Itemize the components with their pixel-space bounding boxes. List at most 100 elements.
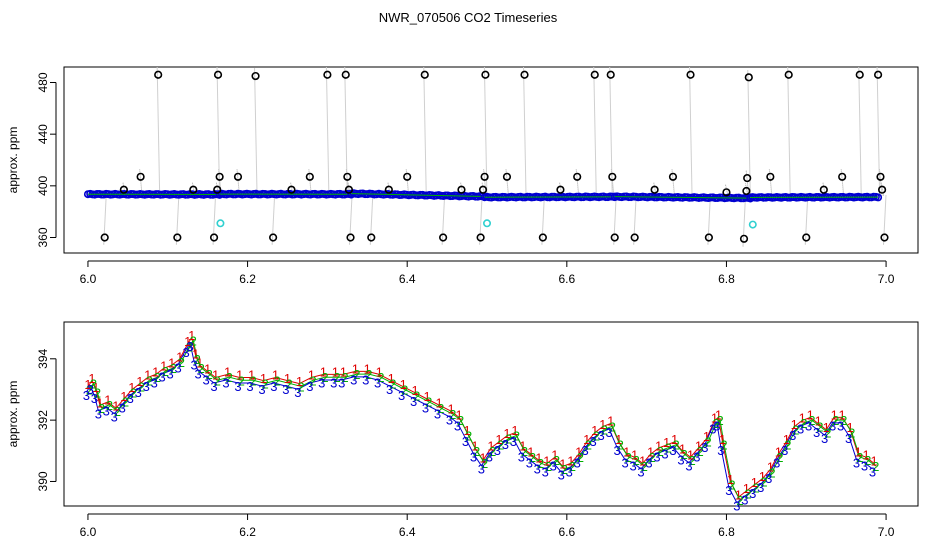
spike-trace bbox=[742, 195, 747, 247]
outlier-point bbox=[650, 185, 659, 194]
series-label-mark: 2 bbox=[553, 453, 560, 468]
series-label-mark: 3 bbox=[797, 422, 804, 437]
series-label-mark: 3 bbox=[510, 434, 517, 449]
series-label-mark: 1 bbox=[96, 395, 103, 410]
series-label-mark: 2 bbox=[720, 438, 727, 453]
series-label-mark: 1 bbox=[639, 454, 646, 469]
series-label-mark: 3 bbox=[202, 373, 209, 388]
series-label-mark: 3 bbox=[701, 440, 708, 455]
outlier-point bbox=[630, 233, 639, 242]
series-label-mark: 1 bbox=[815, 414, 822, 429]
series-label-mark: 3 bbox=[83, 388, 90, 403]
series-label-mark: 2 bbox=[353, 367, 360, 382]
series-label-mark: 3 bbox=[111, 409, 118, 424]
series-label-mark: 3 bbox=[434, 406, 441, 421]
series-label-mark: 2 bbox=[449, 407, 456, 422]
series-label-mark: 1 bbox=[863, 447, 870, 462]
x-tick-label: 6.6 bbox=[558, 272, 575, 286]
series-label-mark: 2 bbox=[138, 379, 145, 394]
series-label-mark: 1 bbox=[791, 417, 798, 432]
outlier-point bbox=[480, 172, 489, 181]
series-label-mark: 1 bbox=[236, 368, 243, 383]
x-tick-label: 6.0 bbox=[80, 272, 97, 286]
series-label-mark: 2 bbox=[377, 370, 384, 385]
x-tick-label: 6.0 bbox=[80, 525, 97, 539]
spike-trace bbox=[479, 195, 483, 246]
series-label-mark: 2 bbox=[186, 340, 193, 355]
series-label-mark: 2 bbox=[190, 333, 197, 348]
series-label-mark: 2 bbox=[154, 370, 161, 385]
series-label-mark: 1 bbox=[160, 359, 167, 374]
y-tick-label: 392 bbox=[36, 410, 50, 430]
outlier-point bbox=[739, 234, 749, 243]
outlier-point bbox=[476, 233, 485, 242]
series-label-mark: 3 bbox=[159, 370, 166, 385]
series-label-mark: 2 bbox=[848, 425, 855, 440]
series-label-mark: 2 bbox=[114, 404, 121, 419]
spike-trace bbox=[483, 66, 488, 196]
plot-frame bbox=[63, 66, 919, 254]
series-label-mark: 3 bbox=[222, 376, 229, 391]
panel-top: 6.0 6.2 6.4 6.6 6.8 7.0 360 400 440 480 approx. pp… bbox=[6, 66, 919, 286]
series-label-mark: 2 bbox=[840, 413, 847, 428]
series-label-mark: 1 bbox=[831, 408, 838, 423]
series-label-mark: 1 bbox=[88, 371, 95, 386]
series-label-mark: 2 bbox=[226, 370, 233, 385]
series-label-mark: 2 bbox=[641, 459, 648, 474]
series-label-mark: 3 bbox=[749, 486, 756, 501]
series-label-mark: 1 bbox=[296, 374, 303, 389]
series-label-mark: 2 bbox=[162, 364, 169, 379]
y-tick-label: 390 bbox=[36, 471, 50, 491]
spike-trace bbox=[745, 170, 750, 196]
series-label-mark: 3 bbox=[853, 455, 860, 470]
series-label-mark: 1 bbox=[495, 432, 502, 447]
series-label-mark: 3 bbox=[629, 459, 636, 474]
series-label-mark: 3 bbox=[318, 376, 325, 391]
series-label-mark: 2 bbox=[808, 413, 815, 428]
series-label-mark: 2 bbox=[633, 453, 640, 468]
outlier-point bbox=[287, 185, 296, 194]
spike-trace bbox=[216, 66, 221, 196]
series-label-mark: 2 bbox=[106, 398, 113, 413]
series-label-mark: 1 bbox=[152, 365, 159, 380]
series-label-mark: 3 bbox=[210, 379, 217, 394]
series-label-mark: 3 bbox=[410, 394, 417, 409]
outlier-point bbox=[457, 185, 466, 194]
series-label-mark: 1 bbox=[583, 432, 590, 447]
series-label-mark: 1 bbox=[436, 395, 443, 410]
series-label-mark: 1 bbox=[615, 432, 622, 447]
series-label-mark: 2 bbox=[657, 444, 664, 459]
outlier-point bbox=[744, 73, 753, 82]
series-label-mark: 1 bbox=[727, 472, 734, 487]
series-label-mark: 2 bbox=[800, 416, 807, 431]
outlier-point bbox=[502, 172, 512, 181]
series-label-mark: 3 bbox=[127, 391, 134, 406]
series-label-mark: 3 bbox=[175, 360, 182, 375]
series-label-mark: 2 bbox=[401, 382, 408, 397]
y-tick-label: 400 bbox=[36, 176, 50, 196]
series-label-mark: 1 bbox=[631, 447, 638, 462]
x-tick-label: 6.6 bbox=[558, 525, 575, 539]
series-label-mark: 3 bbox=[869, 465, 876, 480]
spike-trace bbox=[344, 66, 348, 196]
outlier-point bbox=[439, 233, 448, 242]
series-label-mark: 2 bbox=[86, 382, 93, 397]
series-label-mark: 2 bbox=[389, 376, 396, 391]
series-label-mark: 1 bbox=[352, 362, 359, 377]
outlier-point bbox=[215, 172, 224, 181]
x-tick-label: 6.4 bbox=[399, 272, 416, 286]
plot-frame bbox=[63, 321, 919, 507]
spike-trace bbox=[707, 195, 711, 246]
series-label-mark: 2 bbox=[760, 474, 767, 489]
flag-point bbox=[216, 219, 225, 228]
series-label-mark: 2 bbox=[481, 456, 488, 471]
series-label-mark: 3 bbox=[422, 400, 429, 415]
series-label-mark: 1 bbox=[870, 454, 877, 469]
series-label-mark: 3 bbox=[135, 385, 142, 400]
outlier-point bbox=[704, 233, 713, 242]
series-label-mark: 2 bbox=[250, 373, 257, 388]
series-label-mark: 2 bbox=[689, 453, 696, 468]
series-label-mark: 3 bbox=[87, 382, 94, 397]
series-label-mark: 2 bbox=[194, 352, 201, 367]
series-label-mark: 1 bbox=[839, 408, 846, 423]
